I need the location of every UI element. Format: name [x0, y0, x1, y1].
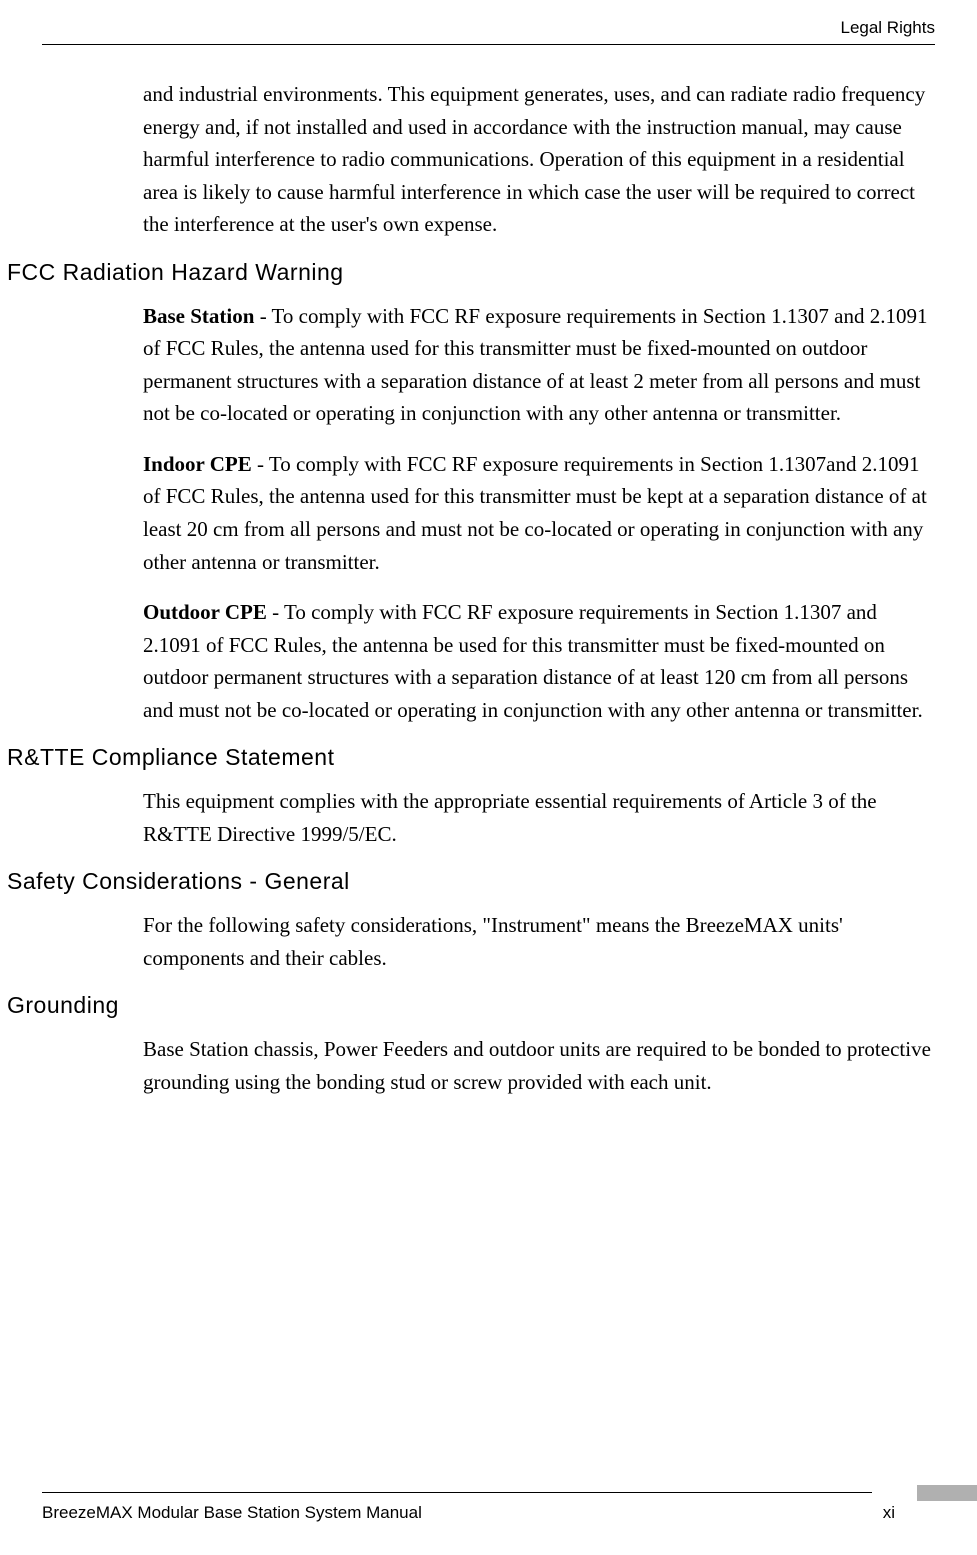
section-heading: FCC Radiation Hazard Warning	[7, 259, 935, 286]
section-heading: R&TTE Compliance Statement	[7, 744, 935, 771]
para-text: For the following safety considerations,…	[143, 913, 843, 970]
footer-doc-title: BreezeMAX Modular Base Station System Ma…	[42, 1503, 422, 1523]
body-paragraph: Base Station - To comply with FCC RF exp…	[143, 300, 935, 430]
footer-tab-decoration	[917, 1485, 977, 1501]
bold-prefix: Indoor CPE	[143, 452, 252, 476]
footer-rule	[42, 1492, 872, 1493]
header-rule	[42, 44, 935, 45]
para-text: - To comply with FCC RF exposure require…	[143, 452, 927, 574]
bold-prefix: Outdoor CPE	[143, 600, 267, 624]
para-text: - To comply with FCC RF exposure require…	[143, 304, 927, 426]
para-text: Base Station chassis, Power Feeders and …	[143, 1037, 931, 1094]
bold-prefix: Base Station	[143, 304, 254, 328]
section-heading: Safety Considerations - General	[7, 868, 935, 895]
header-title: Legal Rights	[840, 18, 935, 37]
page-header: Legal Rights	[840, 18, 935, 38]
intro-paragraph: and industrial environments. This equipm…	[143, 78, 935, 241]
page-footer: BreezeMAX Modular Base Station System Ma…	[42, 1503, 935, 1523]
body-paragraph: Base Station chassis, Power Feeders and …	[143, 1033, 935, 1098]
section-heading: Grounding	[7, 992, 935, 1019]
footer-page-number: xi	[883, 1503, 895, 1523]
para-text: This equipment complies with the appropr…	[143, 789, 877, 846]
body-paragraph: Indoor CPE - To comply with FCC RF expos…	[143, 448, 935, 578]
body-paragraph: This equipment complies with the appropr…	[143, 785, 935, 850]
page-content: and industrial environments. This equipm…	[0, 78, 935, 1117]
body-paragraph: Outdoor CPE - To comply with FCC RF expo…	[143, 596, 935, 726]
body-paragraph: For the following safety considerations,…	[143, 909, 935, 974]
